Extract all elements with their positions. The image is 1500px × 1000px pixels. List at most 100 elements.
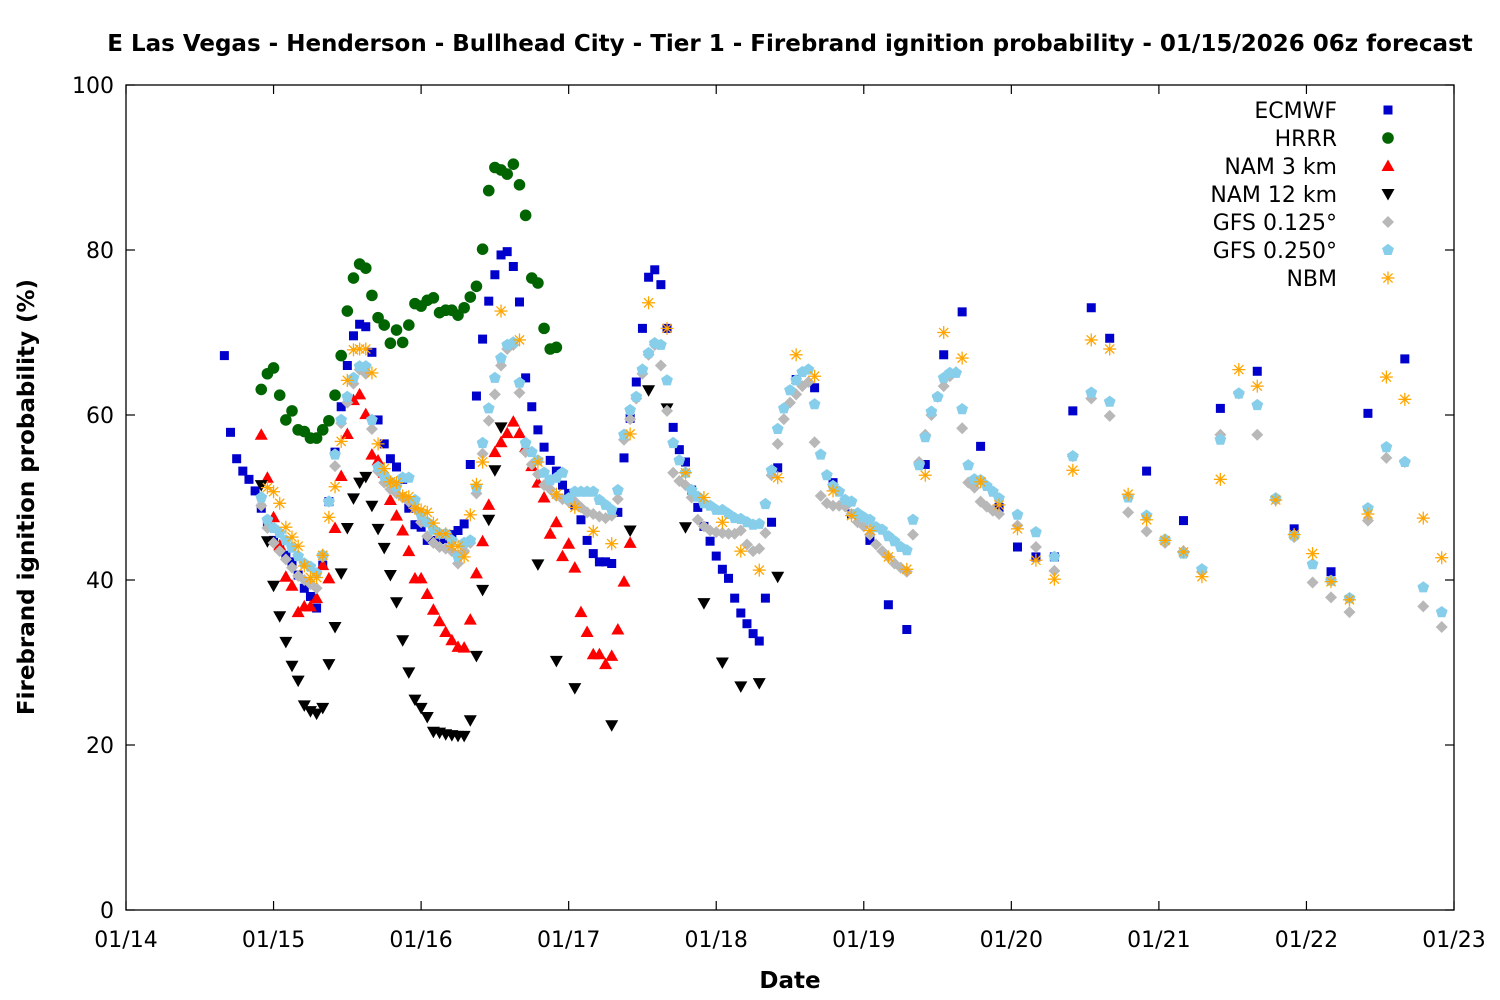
point-hrrr xyxy=(273,389,286,402)
point-gfs-0-250 xyxy=(778,402,790,414)
point-nbm xyxy=(863,524,877,537)
point-nbm xyxy=(390,476,404,490)
point-nam-3-km xyxy=(334,469,348,482)
point-ecmwf xyxy=(1363,408,1373,418)
point-ecmwf xyxy=(1178,516,1188,526)
point-hrrr xyxy=(316,424,329,436)
point-nam-3-km xyxy=(371,453,385,466)
point-nam-3-km xyxy=(420,587,434,600)
point-gfs-0-250 xyxy=(655,338,667,350)
point-gfs-0-125 xyxy=(611,493,624,506)
point-nbm xyxy=(1306,547,1320,561)
point-nam-12-km xyxy=(328,622,342,634)
point-nam-12-km xyxy=(402,667,416,679)
point-nbm xyxy=(402,490,416,504)
point-nbm xyxy=(328,480,342,494)
point-nbm xyxy=(469,477,483,491)
point-nbm xyxy=(316,548,330,562)
x-tick-label: 01/23 xyxy=(1422,928,1485,953)
point-gfs-0-125 xyxy=(808,436,821,449)
point-hrrr xyxy=(286,405,298,417)
point-nbm xyxy=(463,508,477,522)
point-gfs-0-125 xyxy=(654,359,667,372)
legend-label-nam-12-km: NAM 12 km xyxy=(1210,183,1337,208)
point-gfs-0-250 xyxy=(784,384,796,396)
point-ecmwf xyxy=(392,462,402,472)
point-nbm xyxy=(1398,392,1412,406)
point-nam-12-km xyxy=(260,536,274,548)
point-ecmwf xyxy=(883,600,893,610)
point-hrrr xyxy=(323,414,335,427)
point-gfs-0-125 xyxy=(1417,600,1430,613)
point-nbm xyxy=(476,455,490,469)
point-gfs-0-250 xyxy=(366,413,378,425)
point-nam-3-km xyxy=(469,566,483,579)
point-nbm xyxy=(605,537,619,551)
point-gfs-0-250 xyxy=(636,363,649,375)
point-ecmwf xyxy=(342,361,352,370)
point-nbm xyxy=(1342,593,1356,607)
point-hrrr xyxy=(255,383,268,396)
x-axis-label: Date xyxy=(759,968,820,994)
point-nbm xyxy=(334,434,348,448)
point-nam-3-km xyxy=(445,633,459,646)
point-nbm xyxy=(1213,472,1227,486)
x-tick-label: 01/21 xyxy=(1127,928,1190,953)
point-ecmwf xyxy=(760,593,770,603)
point-gfs-0-125 xyxy=(759,526,772,539)
point-nam-3-km xyxy=(316,558,330,571)
x-tick-label: 01/16 xyxy=(389,928,452,953)
point-nam-12-km xyxy=(568,683,582,695)
point-nbm xyxy=(1324,575,1338,589)
point-nam-12-km xyxy=(549,655,563,668)
point-gfs-0-250 xyxy=(421,516,434,528)
point-nam-12-km xyxy=(291,675,305,688)
point-gfs-0-250 xyxy=(1030,526,1042,538)
point-nam-3-km xyxy=(623,536,637,548)
point-gfs-0-250 xyxy=(925,405,938,417)
point-hrrr xyxy=(310,432,323,444)
point-ecmwf xyxy=(920,460,930,469)
point-gfs-0-125 xyxy=(870,538,883,551)
point-gfs-0-250 xyxy=(624,403,636,416)
point-nam-3-km xyxy=(273,538,287,551)
point-gfs-0-250 xyxy=(335,413,348,425)
point-ecmwf xyxy=(471,391,481,401)
point-nam-12-km xyxy=(297,700,311,712)
point-nbm xyxy=(1121,487,1135,501)
point-nam-12-km xyxy=(365,500,379,513)
point-hrrr xyxy=(366,289,378,302)
point-nbm xyxy=(260,481,274,495)
point-nbm xyxy=(549,487,563,501)
point-gfs-0-125 xyxy=(1103,409,1116,422)
point-hrrr xyxy=(532,277,544,289)
point-hrrr xyxy=(359,262,372,274)
point-gfs-0-250 xyxy=(765,464,778,476)
legend-marker-nam-3-km xyxy=(1381,159,1395,171)
point-nbm xyxy=(881,550,895,564)
point-hrrr xyxy=(280,414,292,426)
point-gfs-0-125 xyxy=(329,460,342,473)
point-gfs-0-250 xyxy=(814,448,827,460)
point-hrrr xyxy=(396,336,409,349)
point-ecmwf xyxy=(1086,303,1096,313)
point-gfs-0-250 xyxy=(519,436,532,449)
point-ecmwf xyxy=(250,486,260,496)
point-gfs-0-125 xyxy=(906,528,919,541)
point-nbm xyxy=(267,485,281,499)
point-nam-12-km xyxy=(771,571,785,584)
point-nbm xyxy=(974,475,988,489)
point-hrrr xyxy=(476,243,489,255)
point-nam-12-km xyxy=(310,708,324,721)
point-gfs-0-250 xyxy=(292,549,304,562)
point-ecmwf xyxy=(348,331,358,341)
point-gfs-0-250 xyxy=(507,336,520,348)
point-gfs-0-125 xyxy=(1306,576,1319,589)
y-tick-label: 20 xyxy=(86,734,114,759)
legend-marker-ecmwf xyxy=(1383,105,1393,115)
point-nam-3-km xyxy=(390,509,404,521)
point-gfs-0-125 xyxy=(722,527,735,540)
point-gfs-0-125 xyxy=(691,513,704,526)
point-gfs-0-125 xyxy=(1029,541,1042,553)
point-nbm xyxy=(279,520,293,534)
